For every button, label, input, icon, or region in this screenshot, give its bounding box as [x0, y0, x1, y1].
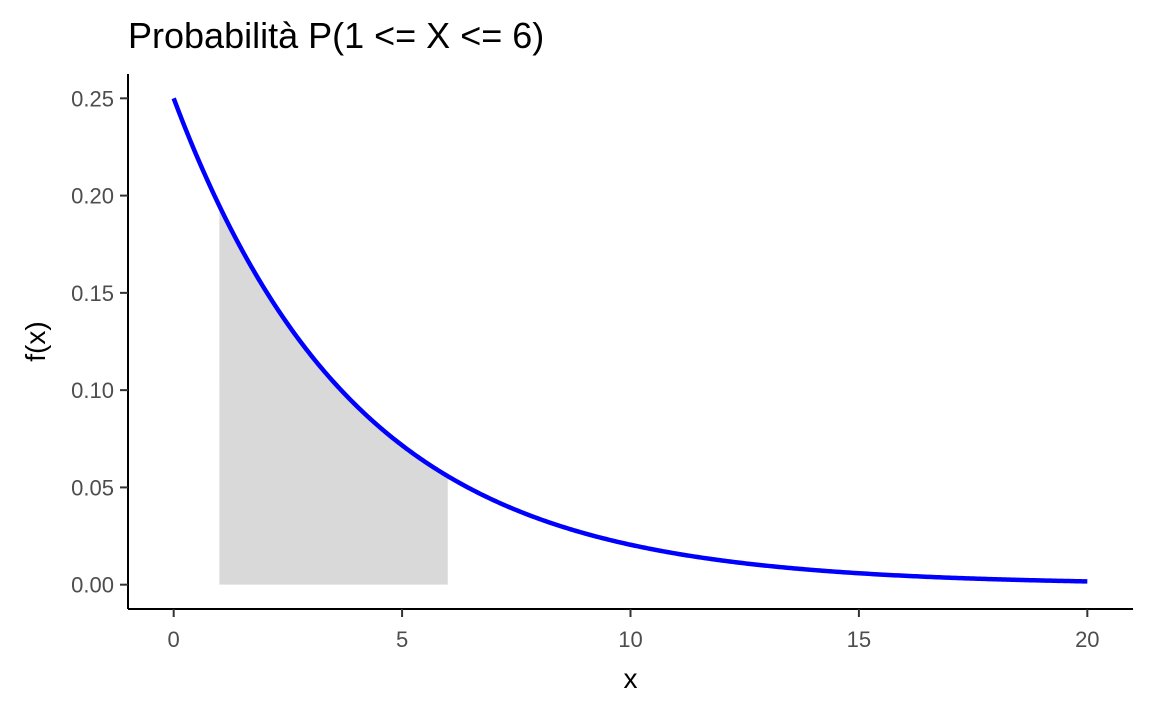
shaded-area [219, 205, 448, 585]
y-tick-label: 0.20 [71, 184, 114, 209]
y-tick-label: 0.05 [71, 475, 114, 500]
x-tick-label: 0 [168, 627, 180, 652]
y-axis-title: f(x) [20, 321, 51, 361]
y-tick-label: 0.15 [71, 281, 114, 306]
x-axis-title: x [624, 663, 638, 694]
x-axis-ticks: 0 5 10 15 20 [168, 609, 1100, 652]
x-tick-label: 15 [847, 627, 871, 652]
y-tick-label: 0.25 [71, 86, 114, 111]
x-tick-label: 5 [396, 627, 408, 652]
plot-area [171, 97, 1088, 585]
x-tick-label: 10 [618, 627, 642, 652]
y-axis-ticks: 0.00 0.05 0.10 0.15 0.20 0.25 [71, 86, 128, 598]
chart-title: Probabilità P(1 <= X <= 6) [128, 15, 544, 56]
density-curve [171, 97, 1088, 584]
y-tick-label: 0.10 [71, 378, 114, 403]
y-tick-label: 0.00 [71, 573, 114, 598]
x-tick-label: 20 [1075, 627, 1099, 652]
